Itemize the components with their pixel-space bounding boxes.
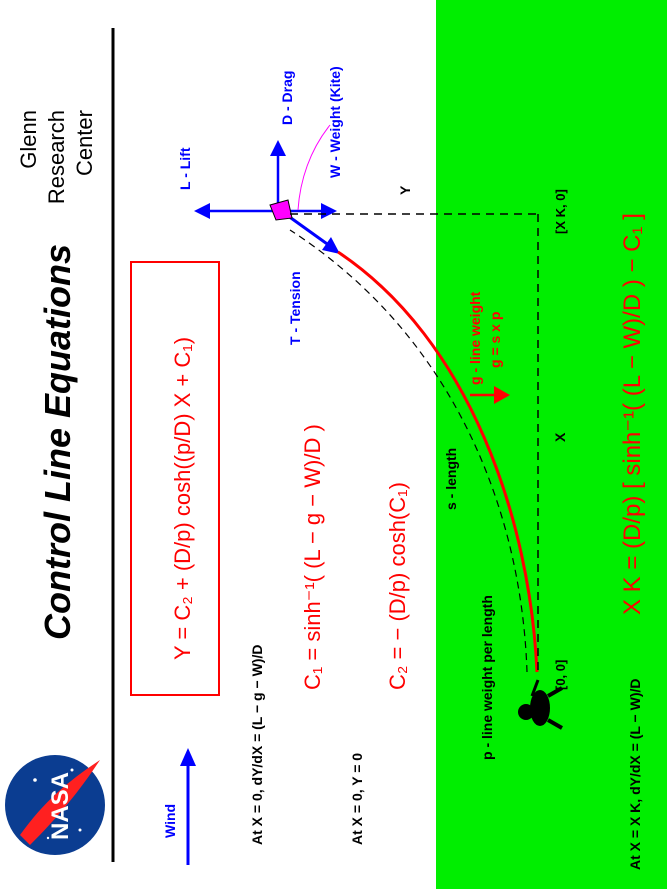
g-description: g - line weight bbox=[467, 291, 483, 385]
drag-arrow bbox=[270, 140, 286, 205]
xk-point-label: [X K, 0] bbox=[553, 189, 568, 234]
lift-arrow bbox=[194, 203, 278, 219]
tension-label: T - Tension bbox=[287, 271, 303, 345]
org-line-1: Glenn bbox=[16, 110, 41, 169]
g-formula: g = s x p bbox=[487, 312, 503, 368]
origin-label: [0, 0] bbox=[553, 660, 568, 690]
s-length-label: s - length bbox=[443, 448, 459, 510]
lift-label: L - Lift bbox=[177, 147, 193, 190]
wind-arrow bbox=[180, 748, 196, 865]
kite bbox=[269, 199, 293, 221]
person-icon bbox=[518, 679, 563, 730]
green-field bbox=[436, 0, 667, 889]
equation-box bbox=[130, 261, 220, 696]
p-description: p - line weight per length bbox=[479, 595, 495, 760]
reference-curve bbox=[289, 229, 528, 673]
y-equation: Y = C₂ + (D/p) cosh((p/D) X + C₁) bbox=[170, 337, 195, 660]
control-line bbox=[337, 250, 539, 673]
condition-1: At X = 0, dY/dX = (L − g − W)/D bbox=[249, 645, 265, 845]
org-line-3: Center bbox=[72, 110, 97, 176]
org-line-2: Research bbox=[44, 110, 69, 204]
drag-label: D - Drag bbox=[279, 71, 295, 125]
page-title: Control Line Equations bbox=[37, 244, 78, 640]
weight-label: W - Weight (Kite) bbox=[327, 66, 343, 178]
weight-pointer bbox=[297, 124, 331, 211]
g-weight-arrow bbox=[470, 386, 510, 404]
c2-equation: C₂ = − (D/p) cosh(C₁) bbox=[385, 482, 410, 690]
nasa-logo: NASA bbox=[5, 755, 105, 855]
condition-3: At X = X K, dY/dX = (L − W)/D bbox=[627, 679, 643, 871]
wind-label: Wind bbox=[162, 804, 178, 838]
c1-equation: C₁ = sinh⁻¹( (L − g − W)/D ) bbox=[300, 424, 325, 690]
condition-2: At X = 0, Y = 0 bbox=[349, 753, 365, 845]
tension-arrow bbox=[283, 211, 340, 254]
xk-equation: X K = (D/p) [ sinh⁻¹( (L − W)/D ) − C₁ ] bbox=[619, 213, 646, 615]
x-axis-label: X bbox=[552, 432, 568, 442]
nasa-logo-text: NASA bbox=[47, 772, 74, 840]
y-axis-label: Y bbox=[397, 185, 413, 195]
